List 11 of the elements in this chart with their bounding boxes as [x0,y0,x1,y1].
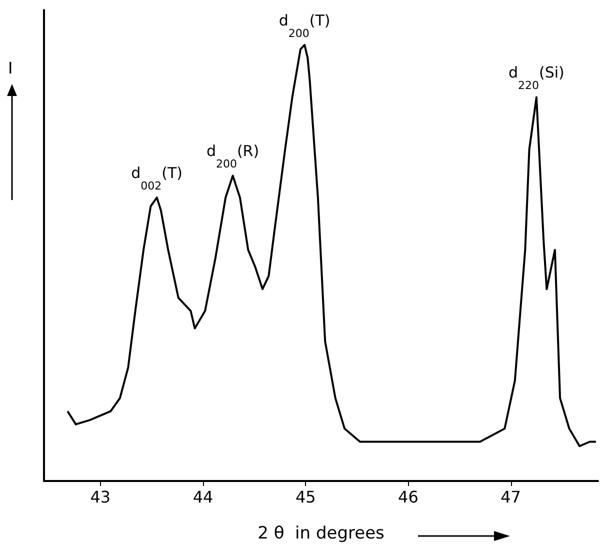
annotation: d200(R) [206,142,260,171]
annotation: d200(T) [278,11,330,40]
x-tick-label: 45 [295,488,316,506]
y-axis-title: I [8,58,13,78]
x-axis-title: 2 θ in degrees [258,524,385,544]
annotation: d002(T) [131,164,183,193]
annotation: d220(Si) [508,64,564,92]
x-tick-label: 43 [90,488,111,506]
x-tick-label: 44 [192,488,214,506]
x-tick-label: 46 [398,488,418,506]
x-tick-label: 47 [500,488,521,506]
